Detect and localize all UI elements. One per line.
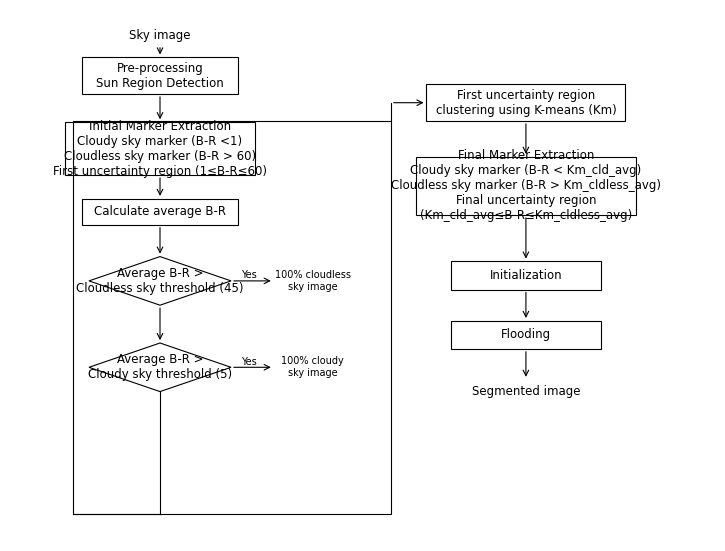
Text: Yes: Yes [241,271,257,280]
Text: Yes: Yes [241,357,257,367]
Text: First uncertainty region
clustering using K-means (Km): First uncertainty region clustering usin… [436,89,616,117]
FancyBboxPatch shape [82,57,238,94]
Text: Flooding: Flooding [501,328,551,342]
Text: Calculate average B-R: Calculate average B-R [94,206,226,218]
FancyBboxPatch shape [451,262,600,289]
FancyBboxPatch shape [82,199,238,225]
FancyBboxPatch shape [415,156,636,215]
Text: Final Marker Extraction
Cloudy sky marker (B-R < Km_cld_avg)
Cloudless sky marke: Final Marker Extraction Cloudy sky marke… [391,149,661,223]
FancyBboxPatch shape [451,321,600,349]
Text: 100% cloudless
sky image: 100% cloudless sky image [275,270,351,291]
Text: Average B-R >
Cloudless sky threshold (45): Average B-R > Cloudless sky threshold (4… [76,267,244,295]
Polygon shape [89,257,231,305]
Polygon shape [89,343,231,392]
Text: 100% cloudy
sky image: 100% cloudy sky image [281,356,344,378]
Text: Initial Marker Extraction
Cloudy sky marker (B-R <1)
Cloudless sky marker (B-R >: Initial Marker Extraction Cloudy sky mar… [53,120,267,177]
FancyBboxPatch shape [65,122,255,175]
Text: Segmented image: Segmented image [472,385,580,398]
Text: Initialization: Initialization [489,269,562,282]
Text: Pre-processing
Sun Region Detection: Pre-processing Sun Region Detection [96,62,224,90]
Text: Sky image: Sky image [129,29,191,42]
Text: Average B-R >
Cloudy sky threshold (5): Average B-R > Cloudy sky threshold (5) [88,353,232,381]
FancyBboxPatch shape [426,84,626,121]
